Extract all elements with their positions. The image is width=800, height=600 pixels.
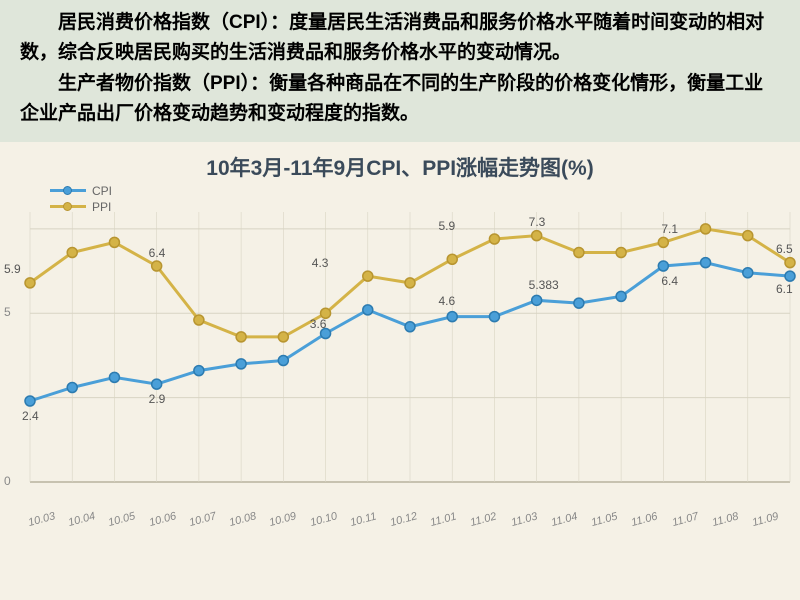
data-label: 4.3: [312, 256, 329, 270]
x-tick: 10.05: [107, 508, 145, 529]
y-tick: 5: [4, 305, 11, 319]
x-tick: 10.09: [268, 508, 306, 529]
cpi-definition: 居民消费价格指数（CPI）：度量居民生活消费品和服务价格水平随着时间变动的相对数…: [20, 8, 780, 69]
x-tick: 11.06: [630, 508, 668, 529]
chart-plot: [0, 212, 800, 502]
data-label: 7.3: [529, 215, 546, 229]
x-tick: 11.05: [590, 508, 628, 529]
data-label: 7.1: [661, 222, 678, 236]
legend-line-ppi: [50, 205, 86, 208]
data-label: 6.4: [149, 246, 166, 260]
data-label: 3.6: [310, 317, 327, 331]
x-tick: 10.11: [349, 508, 387, 529]
data-label: 6.4: [661, 274, 678, 288]
x-axis-ticks: 10.0310.0410.0510.0610.0710.0810.0910.10…: [30, 517, 790, 529]
chart-title: 10年3月-11年9月CPI、PPI涨幅走势图(%): [0, 142, 800, 186]
data-label: 2.4: [22, 409, 39, 423]
x-tick: 10.12: [389, 508, 427, 529]
x-tick: 11.08: [711, 508, 749, 529]
data-label: 4.6: [438, 294, 455, 308]
x-tick: 11.01: [429, 508, 467, 529]
x-tick: 10.10: [308, 508, 346, 529]
x-tick: 11.09: [751, 508, 789, 529]
legend-dot-cpi: [63, 186, 72, 195]
data-label: 2.9: [149, 392, 166, 406]
legend-line-cpi: [50, 189, 86, 192]
data-label: 5.9: [438, 219, 455, 233]
legend-label-cpi: CPI: [92, 184, 112, 198]
x-tick: 10.07: [188, 508, 226, 529]
ppi-definition: 生产者物价指数（PPI）：衡量各种商品在不同的生产阶段的价格变化情形，衡量工业企…: [20, 69, 780, 130]
data-label: 5.383: [529, 278, 559, 292]
definitions-block: 居民消费价格指数（CPI）：度量居民生活消费品和服务价格水平随着时间变动的相对数…: [0, 0, 800, 142]
y-tick: 0: [4, 474, 11, 488]
legend-dot-ppi: [63, 202, 72, 211]
data-label: 6.1: [776, 282, 793, 296]
legend-item-cpi: CPI: [50, 184, 112, 198]
data-label: 6.5: [776, 242, 793, 256]
chart-area: 10年3月-11年9月CPI、PPI涨幅走势图(%) CPI PPI 05 10…: [0, 142, 800, 537]
x-tick: 10.08: [228, 508, 266, 529]
data-label: 5.9: [4, 262, 21, 276]
x-tick: 10.06: [148, 508, 186, 529]
x-tick: 11.03: [510, 508, 548, 529]
x-tick: 10.04: [67, 508, 105, 529]
x-tick: 10.03: [27, 508, 65, 529]
x-tick: 11.02: [469, 508, 507, 529]
x-tick: 11.04: [550, 508, 588, 529]
x-tick: 11.07: [670, 508, 708, 529]
